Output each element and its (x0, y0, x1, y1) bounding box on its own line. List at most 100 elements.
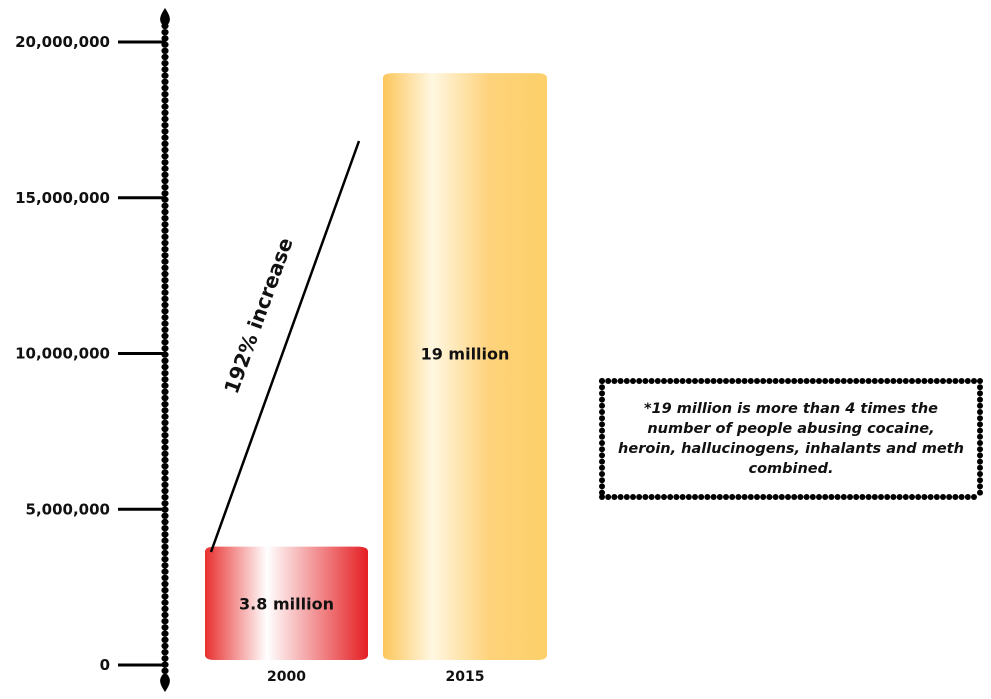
axis-bead (161, 487, 169, 495)
axis-bead (161, 264, 169, 271)
axis-bead (161, 469, 169, 476)
axis-bead (161, 357, 169, 364)
bar-value-label: 19 million (421, 345, 510, 364)
axis-bead (161, 289, 169, 296)
axis-bead (161, 326, 169, 333)
axis-bead (161, 525, 169, 532)
axis-bead (161, 283, 169, 290)
axis-bead (161, 444, 169, 451)
bars (205, 73, 547, 660)
bar-2000 (205, 546, 368, 660)
axis-bead (161, 376, 169, 383)
axis-bead (161, 500, 169, 507)
axis-bead (161, 518, 169, 526)
axis-bead (161, 91, 169, 98)
axis-bead (161, 425, 169, 433)
axis-bottom-cap (160, 673, 170, 692)
axis-bead (161, 636, 169, 643)
axis-bead (161, 618, 169, 625)
axis-bead (161, 140, 169, 147)
axis-bead (161, 295, 169, 302)
axis-bead (161, 611, 169, 619)
increase-annotation: 192% increase (219, 234, 298, 396)
axis-bead (161, 549, 169, 557)
axis-bead (161, 556, 169, 563)
axis-bead (161, 531, 169, 538)
axis-bead (161, 339, 169, 346)
axis-bead (161, 165, 169, 172)
axis-bead (161, 624, 169, 631)
axis-bead (161, 47, 169, 54)
axis-bead (161, 239, 169, 247)
axis-bead (161, 394, 169, 402)
axis-bead (161, 277, 169, 284)
axis-bead (161, 208, 169, 216)
axis-bead (161, 109, 169, 117)
axis-bead (161, 370, 169, 377)
bar-2015 (383, 73, 547, 660)
axis-bead (161, 456, 169, 464)
y-tick-label: 0 (100, 656, 110, 674)
axis-bead (161, 84, 169, 92)
axis-bead (161, 270, 169, 278)
axis-bead (161, 233, 169, 240)
axis-bead (161, 605, 169, 612)
axis-bead (161, 301, 169, 309)
axis-bead (161, 128, 169, 135)
axis-bead (161, 649, 169, 656)
axis-bead (161, 568, 169, 575)
axis-bead (161, 97, 169, 104)
axis-bead (161, 450, 169, 457)
axis-bead (161, 562, 169, 569)
axis-bead (161, 308, 169, 315)
bar-value-label: 3.8 million (239, 594, 334, 613)
axis-bead (161, 401, 169, 408)
axis-bead (161, 146, 169, 154)
axis-bead (161, 60, 169, 67)
axis-bead (161, 630, 169, 637)
axis-bead (161, 159, 169, 166)
axis-bead (161, 438, 169, 445)
axis-bead (161, 53, 169, 61)
axis-bead (161, 66, 169, 73)
axis-bead (161, 72, 169, 79)
y-tick-label: 15,000,000 (15, 189, 110, 207)
axis-bead (161, 221, 169, 228)
category-label: 2000 (267, 669, 306, 685)
axis-bead (161, 599, 169, 606)
axis-bead (161, 642, 169, 650)
footnote-text: *19 million is more than 4 times the num… (618, 401, 964, 477)
axis-bead (161, 475, 169, 482)
axis-bead (161, 246, 169, 253)
axis-bead (161, 332, 169, 340)
category-label: 2015 (446, 669, 485, 685)
y-tick-label: 20,000,000 (15, 33, 110, 51)
axis-bead (161, 29, 169, 36)
footnote-border (599, 378, 983, 500)
axis-bead (161, 537, 169, 544)
axis-bead (161, 407, 169, 414)
axis-bead (161, 413, 169, 420)
axis-bead (161, 122, 169, 129)
axis-bead (161, 574, 169, 581)
axis-bead (161, 314, 169, 321)
axis-bead (161, 388, 169, 395)
axis-bead (161, 258, 169, 265)
axis-top-cap (160, 8, 170, 27)
y-tick-label: 10,000,000 (15, 345, 110, 363)
axis-bead (161, 134, 169, 141)
axis-bead (161, 494, 169, 501)
axis-bead (161, 227, 169, 234)
axis-bead (161, 363, 169, 371)
axis-bead (161, 215, 169, 222)
y-tick-label: 5,000,000 (26, 500, 110, 518)
footnote-box: *19 million is more than 4 times the num… (598, 377, 984, 501)
y-axis: 0 5,000,000 10,000,000 15,000,000 20,000,000 (15, 8, 170, 692)
axis-bead (161, 481, 169, 488)
axis-bead (161, 667, 169, 674)
axis-bead (161, 320, 169, 327)
axis-bead (161, 580, 169, 588)
axis-bead (161, 103, 169, 110)
axis-bead (161, 432, 169, 439)
